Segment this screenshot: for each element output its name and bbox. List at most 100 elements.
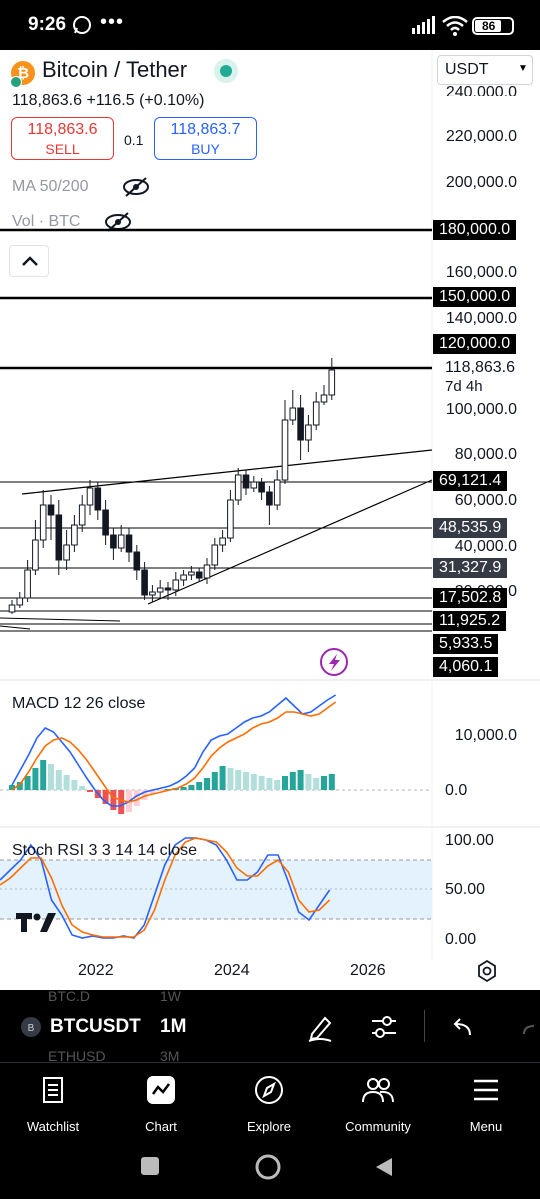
price-tick: 240,000.0 xyxy=(445,84,517,96)
eye-off-icon[interactable] xyxy=(122,176,150,198)
nav-menu[interactable]: Menu xyxy=(441,1072,531,1134)
macd-bar xyxy=(274,780,281,790)
candle-body xyxy=(24,569,31,599)
nav-watchlist[interactable]: Watchlist xyxy=(8,1072,98,1134)
ma-indicator-label[interactable]: MA 50/200 xyxy=(12,178,89,195)
macd-bar xyxy=(48,764,54,790)
candle-body xyxy=(281,419,289,481)
level-tag[interactable]: 17,502.8 xyxy=(433,588,508,608)
candle-body xyxy=(32,539,39,571)
bottom-navigation: Watchlist Chart Explore Community Menu xyxy=(0,1062,540,1199)
macd-bar xyxy=(196,782,203,790)
resistance-trendline[interactable] xyxy=(21,449,433,495)
chevron-down-icon: ▼ xyxy=(518,63,528,74)
price-change-line: 118,863.6 +116.5 (+0.10%) xyxy=(12,92,205,109)
macd-bar xyxy=(250,774,257,790)
symbol-title[interactable]: Bitcoin / Tether xyxy=(42,57,188,82)
nav-chart[interactable]: Chart xyxy=(116,1072,206,1134)
macd-histogram xyxy=(9,760,335,814)
hamburger-menu-icon xyxy=(474,1079,498,1101)
level-tag[interactable]: 120,000.0 xyxy=(433,334,517,354)
home-button[interactable] xyxy=(254,1153,282,1181)
macd-title[interactable]: MACD 12 26 close xyxy=(12,695,146,712)
price-chart[interactable] xyxy=(0,0,540,990)
candle-body xyxy=(125,534,133,553)
undo-icon[interactable] xyxy=(450,1016,476,1038)
level-tag[interactable]: 31,327.9 xyxy=(433,558,508,578)
level-tag[interactable]: 4,060.1 xyxy=(433,657,499,677)
price-tick: 100,000.0 xyxy=(445,401,517,418)
lightning-icon[interactable] xyxy=(320,648,348,676)
battery-level: 86 xyxy=(482,19,496,33)
nav-explore[interactable]: Explore xyxy=(224,1072,314,1134)
candle-body xyxy=(312,401,320,426)
macd-bar xyxy=(40,760,47,790)
candle-body xyxy=(78,504,86,526)
buy-price: 118,863.7 xyxy=(170,121,241,138)
back-button[interactable] xyxy=(373,1156,395,1178)
candle-body xyxy=(141,569,148,596)
macd-bar xyxy=(289,772,296,790)
ghost-symbol: BTC.D xyxy=(48,988,90,1004)
chevron-up-icon xyxy=(22,256,38,266)
redo-icon[interactable] xyxy=(520,1022,540,1036)
level-tag[interactable]: 11,925.2 xyxy=(433,611,507,631)
indicators-icon[interactable] xyxy=(370,1014,398,1040)
symbol-icon: B xyxy=(21,1017,41,1037)
candlesticks xyxy=(8,358,336,614)
ghost-interval: 3M xyxy=(160,1048,180,1064)
price-tick: 80,000.0 xyxy=(454,446,517,463)
level-tag[interactable]: 69,121.4 xyxy=(433,471,508,491)
status-bar: 9:26 ••• 86 xyxy=(0,0,540,50)
macd-bar xyxy=(235,770,242,790)
interval-selector[interactable]: 1M xyxy=(160,1016,187,1037)
candle-body xyxy=(16,597,24,606)
whatsapp-icon xyxy=(73,16,91,34)
sell-label: SELL xyxy=(45,141,80,157)
candle-body xyxy=(203,564,211,579)
stoch-title[interactable]: Stoch RSI 3 3 14 14 close xyxy=(12,842,197,859)
time-tick: 2024 xyxy=(214,962,250,979)
volume-indicator-label[interactable]: Vol · BTC xyxy=(12,213,81,230)
level-tag[interactable]: 5,933.5 xyxy=(433,634,499,654)
gear-icon[interactable] xyxy=(478,959,496,983)
nav-community[interactable]: Community xyxy=(333,1072,423,1134)
toolbar-divider xyxy=(424,1010,425,1042)
macd-bar xyxy=(219,766,226,790)
price-tick: 220,000.0 xyxy=(445,128,517,145)
macd-bar xyxy=(79,786,86,790)
buy-button[interactable]: 118,863.7 BUY xyxy=(154,117,257,160)
market-open-icon[interactable] xyxy=(210,57,242,85)
level-tag[interactable]: 48,535.9 xyxy=(433,518,508,538)
signal-line xyxy=(11,701,337,803)
level-tag[interactable]: 180,000.0 xyxy=(433,220,517,240)
drawing-pen-icon[interactable] xyxy=(306,1012,334,1042)
candle-body xyxy=(133,551,141,571)
trendline[interactable] xyxy=(0,625,31,630)
macd-bar xyxy=(211,772,218,790)
macd-line xyxy=(11,694,337,807)
collapse-legend-button[interactable] xyxy=(9,245,49,277)
support-trendline[interactable] xyxy=(147,479,433,605)
sell-button[interactable]: 118,863.6 SELL xyxy=(11,117,114,160)
symbol-selector[interactable]: BTCUSDT xyxy=(50,1016,141,1037)
trendline[interactable] xyxy=(0,617,121,622)
currency-select[interactable]: USDT ▼ xyxy=(437,55,533,85)
candle-body xyxy=(234,474,242,501)
candle-body xyxy=(39,504,47,541)
candle-body xyxy=(164,587,172,591)
candle-body xyxy=(250,481,258,489)
price-tick: 200,000.0 xyxy=(445,174,517,191)
candle-body xyxy=(297,407,304,441)
macd-bar xyxy=(16,782,23,790)
candle-body xyxy=(55,514,63,561)
recent-apps-button[interactable] xyxy=(141,1157,159,1175)
candle-countdown: 7d 4h xyxy=(445,378,483,395)
signal-icon xyxy=(412,16,435,34)
level-tag[interactable]: 150,000.0 xyxy=(433,287,517,307)
ghost-symbol: ETHUSD xyxy=(48,1048,106,1064)
candle-body xyxy=(289,407,297,421)
tradingview-logo xyxy=(16,913,56,932)
nav-explore-label: Explore xyxy=(246,1119,292,1134)
macd-bar xyxy=(32,768,39,790)
